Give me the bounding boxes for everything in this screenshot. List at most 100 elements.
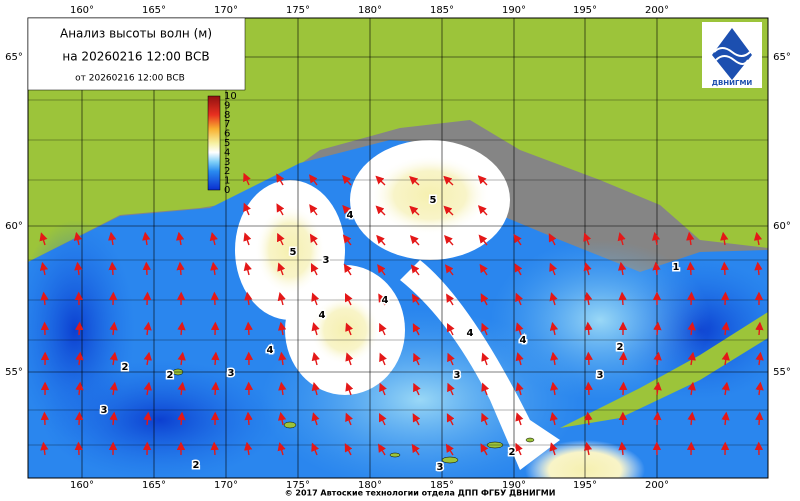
contour-label: 3 xyxy=(101,405,108,416)
wind-arrow xyxy=(142,231,151,246)
wind-arrow xyxy=(345,322,354,336)
wind-arrow xyxy=(143,351,152,366)
wind-arrow xyxy=(342,234,352,246)
wind-arrow xyxy=(177,411,186,426)
wind-arrow xyxy=(413,382,421,396)
wind-arrow xyxy=(478,234,488,246)
wind-arrow xyxy=(584,321,593,336)
wind-arrow xyxy=(211,351,220,366)
colorbar-label: 10 xyxy=(224,91,237,102)
wind-arrow xyxy=(515,322,524,336)
wind-arrow xyxy=(446,293,455,306)
wind-arrow xyxy=(720,261,729,276)
wind-arrow xyxy=(308,174,318,186)
contour-label: 4 xyxy=(267,345,274,356)
lon-label: 185° xyxy=(430,5,454,16)
lon-label: 195° xyxy=(573,480,597,491)
wind-arrow xyxy=(243,172,251,186)
wind-arrow xyxy=(311,322,320,336)
subtitle: на 20260216 12:00 ВСВ xyxy=(62,50,209,64)
wind-arrow xyxy=(342,204,352,216)
wind-arrow xyxy=(345,293,353,306)
colorbar-label: 9 xyxy=(224,100,230,111)
colorbar xyxy=(207,95,221,191)
contour-label: 3 xyxy=(454,370,461,381)
wind-arrow xyxy=(244,321,253,336)
wind-arrow xyxy=(480,293,489,306)
wind-arrow xyxy=(243,232,252,246)
wind-arrow xyxy=(515,442,523,456)
wind-arrow xyxy=(376,234,386,246)
contour-label: 2 xyxy=(193,460,200,471)
wind-arrow xyxy=(311,351,320,366)
wind-arrow xyxy=(244,291,253,306)
wind-arrow xyxy=(686,231,695,246)
wind-arrow xyxy=(176,261,185,276)
wind-arrow xyxy=(481,382,490,396)
wind-arrow xyxy=(74,441,83,456)
wind-arrow xyxy=(177,381,186,396)
wind-arrow xyxy=(344,443,353,456)
wind-arrow xyxy=(379,413,387,426)
wind-arrow xyxy=(513,233,522,246)
wind-arrow xyxy=(75,321,84,336)
wind-arrow xyxy=(515,352,524,366)
lat-label: 65° xyxy=(773,52,791,63)
lon-label: 175° xyxy=(286,480,310,491)
logo-label: ДВНИГМИ xyxy=(712,79,753,87)
wind-arrow xyxy=(481,322,489,336)
wind-arrow xyxy=(310,263,319,276)
wind-arrow xyxy=(40,291,49,306)
wind-arrow xyxy=(583,441,593,456)
contour-label: 4 xyxy=(319,310,326,321)
wind-arrow xyxy=(244,441,253,456)
wind-arrow xyxy=(549,292,558,306)
wind-arrow xyxy=(550,381,559,396)
lon-label: 165° xyxy=(142,5,166,16)
wind-arrow xyxy=(687,411,696,426)
wind-arrow xyxy=(409,205,420,216)
contour-label: 1 xyxy=(673,262,680,273)
wind-arrow xyxy=(550,351,559,366)
wind-arrow xyxy=(375,175,386,186)
contour-label: 5 xyxy=(290,247,297,258)
wind-arrow xyxy=(480,443,489,456)
wind-arrow xyxy=(687,381,696,396)
wind-arrow xyxy=(342,175,352,186)
wind-arrow xyxy=(618,291,627,306)
wind-arrow xyxy=(515,412,524,426)
contour-label: 2 xyxy=(167,370,174,381)
colorbar-label: 4 xyxy=(224,147,230,158)
colorbar-label: 6 xyxy=(224,129,230,140)
wind-arrow xyxy=(443,205,454,216)
contour-label: 3 xyxy=(597,370,604,381)
wind-arrow xyxy=(209,231,218,246)
wind-arrow xyxy=(720,231,729,246)
colorbar-label: 2 xyxy=(224,166,230,177)
wind-arrow xyxy=(444,235,454,246)
wind-arrow xyxy=(211,381,220,396)
wind-arrow xyxy=(755,381,764,396)
wind-arrow xyxy=(143,411,152,426)
wind-arrow xyxy=(753,231,763,246)
wind-arrow xyxy=(311,382,320,396)
wind-arrow xyxy=(687,351,696,366)
wind-arrow xyxy=(75,351,84,366)
wind-arrow xyxy=(447,352,455,366)
colorbar-label: 0 xyxy=(224,185,230,196)
wind-arrow xyxy=(277,232,285,246)
lat-label: 55° xyxy=(773,367,791,378)
wind-arrow xyxy=(244,411,253,426)
wind-arrow xyxy=(109,351,118,366)
wind-arrow xyxy=(653,351,662,366)
lon-label: 165° xyxy=(142,480,166,491)
wind-arrow xyxy=(619,351,628,366)
wind-arrow xyxy=(40,411,49,426)
wind-arrow xyxy=(583,262,592,276)
lon-label: 200° xyxy=(645,5,669,16)
wind-arrow xyxy=(549,411,558,426)
wind-arrow xyxy=(39,261,49,276)
wind-arrow xyxy=(108,231,117,246)
wind-arrow xyxy=(583,232,592,246)
wind-arrow xyxy=(583,291,593,306)
